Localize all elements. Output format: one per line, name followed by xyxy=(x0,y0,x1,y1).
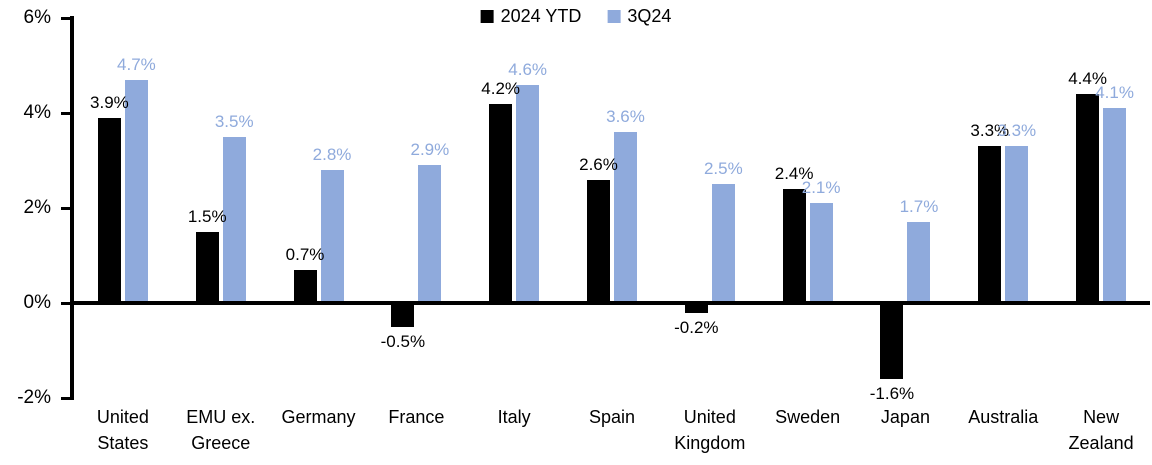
category-label: Sweden xyxy=(775,407,841,427)
bar-series2 xyxy=(907,222,931,303)
x-axis-line xyxy=(70,301,1150,305)
chart-legend: 2024 YTD 3Q24 xyxy=(480,6,671,27)
legend-label-2024-ytd: 2024 YTD xyxy=(500,6,582,26)
bar-series2 xyxy=(614,132,637,303)
bar-value-label: 3.3% xyxy=(997,121,1037,141)
category-label: Japan xyxy=(880,407,930,427)
legend-swatch-3q24 xyxy=(607,10,621,23)
bar-value-label: 2.6% xyxy=(579,154,618,174)
y-axis-tick-mark xyxy=(61,16,70,20)
bar-value-label: 3.5% xyxy=(214,111,254,131)
bar-value-label: -1.6% xyxy=(869,384,915,403)
bar-value-label: 4.1% xyxy=(1095,83,1134,103)
category-label: Germany xyxy=(281,407,356,427)
legend-item-3q24: 3Q24 xyxy=(607,6,671,27)
bar-series1 xyxy=(1076,94,1100,303)
bar-value-label: 4.2% xyxy=(481,78,521,98)
bar-series1 xyxy=(684,303,708,313)
y-axis-tick-mark xyxy=(61,111,70,115)
y-axis-tick-label: 6% xyxy=(23,7,51,28)
bar-series1 xyxy=(978,146,1002,303)
bar-value-label: 2.5% xyxy=(703,159,743,179)
bar-value-label: -0.5% xyxy=(380,331,426,351)
y-axis-tick-mark xyxy=(61,206,70,210)
bar-series2 xyxy=(809,203,833,303)
bar-value-label: 3.9% xyxy=(90,92,129,112)
bar-value-label: 2.1% xyxy=(801,178,841,198)
y-axis-tick-label: 2% xyxy=(23,197,51,218)
category-label: United Kingdom xyxy=(674,407,746,453)
bar-value-label: 2.4% xyxy=(774,164,814,183)
bar-value-label: -0.2% xyxy=(674,317,719,337)
bar-series2 xyxy=(516,84,540,303)
legend-item-2024-ytd: 2024 YTD xyxy=(480,6,582,27)
bar-value-label: 1.7% xyxy=(899,197,939,217)
bar-value-label: 4.7% xyxy=(117,54,156,74)
category-label: Spain xyxy=(588,407,636,427)
bar-series2 xyxy=(1103,108,1127,303)
bar-series2 xyxy=(320,170,344,303)
y-axis-tick-mark xyxy=(61,396,70,400)
bar-series1 xyxy=(97,117,121,303)
legend-label-3q24: 3Q24 xyxy=(627,6,672,26)
bar-value-label: 3.3% xyxy=(970,121,1010,141)
bar-value-label: 3.6% xyxy=(606,107,645,126)
bar-series2 xyxy=(711,184,735,303)
bar-value-label: 4.4% xyxy=(1068,69,1107,88)
legend-swatch-2024-ytd xyxy=(480,10,494,23)
y-axis-tick-label: 4% xyxy=(23,102,51,123)
category-label: Australia xyxy=(968,407,1039,427)
bar-series2 xyxy=(124,79,148,303)
bar-series1 xyxy=(391,303,415,327)
bar-series2 xyxy=(418,165,442,303)
category-label: New Zealand xyxy=(1068,407,1134,453)
bar-series1 xyxy=(782,189,806,303)
bar-series2 xyxy=(222,136,246,303)
bar-series1 xyxy=(293,269,317,303)
bar-series1 xyxy=(880,303,904,379)
bar-value-label: 2.9% xyxy=(410,140,450,160)
bar-series2 xyxy=(1005,146,1029,303)
bar-series1 xyxy=(489,103,513,303)
bar-value-label: 4.6% xyxy=(508,59,548,79)
category-label: France xyxy=(388,407,445,427)
bar-series1 xyxy=(195,231,219,303)
y-axis-tick-label: 0% xyxy=(23,292,51,313)
y-axis-tick-label: -2% xyxy=(17,387,51,408)
y-axis-line xyxy=(70,16,74,400)
category-label: Italy xyxy=(497,407,531,427)
bar-value-label: 0.7% xyxy=(285,244,325,264)
bar-series1 xyxy=(587,179,610,303)
bar-value-label: 1.5% xyxy=(187,206,227,226)
category-label: EMU ex. Greece xyxy=(186,407,256,453)
bar-value-label: 2.8% xyxy=(312,145,352,164)
y-axis-tick-mark xyxy=(61,301,70,305)
category-label: United States xyxy=(96,407,149,453)
